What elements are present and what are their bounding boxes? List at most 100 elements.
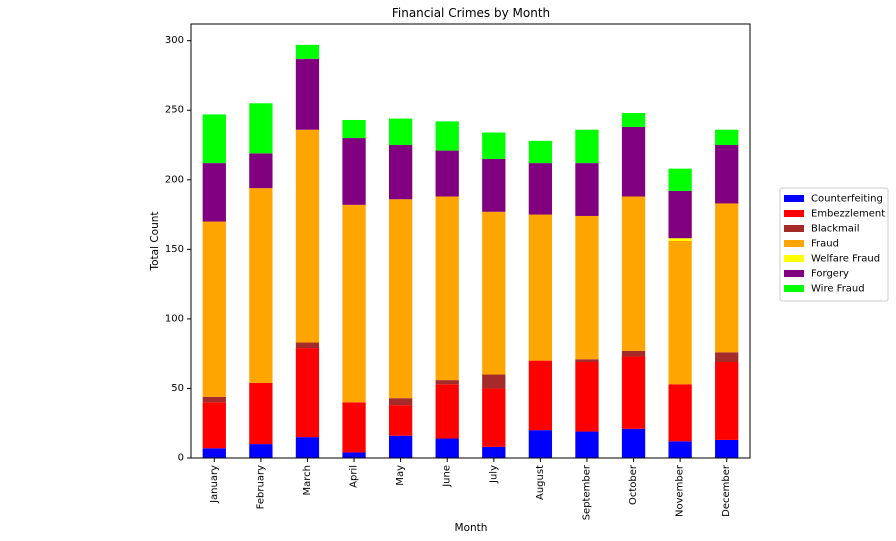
legend-swatch: [784, 255, 804, 262]
y-tick-label: 300: [165, 35, 184, 46]
bar-segment: [621, 126, 646, 197]
legend-label: Forgery: [811, 269, 849, 280]
bar-segment: [435, 384, 459, 439]
bar-segment: [715, 129, 739, 146]
legend-box: [779, 187, 889, 302]
bar-segment: [295, 342, 320, 349]
x-tick-label: August: [535, 465, 546, 500]
x-tick-label: May: [395, 465, 406, 486]
bar-segment: [575, 215, 599, 360]
y-axis-label: Total Count: [149, 211, 161, 271]
bar-segment: [388, 435, 413, 458]
bar-segment: [342, 452, 366, 458]
bar-segment: [388, 118, 413, 146]
bar-segment: [668, 384, 692, 442]
bar-segment: [295, 44, 320, 59]
bar-segment: [715, 145, 739, 204]
bar-segment: [435, 380, 459, 385]
bar-segment: [435, 121, 459, 151]
bar-segment: [528, 140, 553, 164]
bar-segment: [435, 150, 459, 197]
legend-swatch: [784, 195, 804, 202]
x-tick-label: June: [442, 465, 453, 488]
x-tick-label: February: [255, 465, 266, 509]
y-tick-label: 250: [165, 105, 184, 116]
y-tick-label: 200: [165, 174, 184, 185]
legend-label: Embezzlement: [811, 209, 885, 220]
bar-segment: [621, 350, 646, 357]
legend-label: Welfare Fraud: [811, 254, 880, 265]
legend-label: Fraud: [811, 239, 839, 250]
bar-segment: [482, 158, 506, 212]
bar-segment: [249, 382, 273, 445]
x-tick-label: September: [581, 464, 592, 520]
bar-segment: [575, 362, 599, 432]
bar-segment: [295, 129, 320, 343]
bar-segment: [668, 241, 692, 385]
bar-segment: [715, 439, 739, 458]
x-tick-label: January: [209, 465, 220, 504]
bar-segment: [575, 359, 599, 363]
bar-segment: [668, 441, 692, 458]
x-tick-label: March: [302, 465, 313, 495]
legend-swatch: [784, 270, 804, 277]
bar-segment: [249, 188, 273, 383]
legend-swatch: [784, 285, 804, 292]
bar-segment: [342, 119, 366, 139]
bar-segment: [202, 221, 226, 397]
bar-segment: [575, 163, 599, 216]
bar-segment: [482, 374, 506, 389]
bar-segment: [528, 430, 553, 458]
y-axis: 0 50 100 150 200 250 300: [165, 35, 191, 464]
bar-segment: [668, 190, 692, 239]
bar-segment: [668, 238, 692, 241]
bar-segment: [482, 211, 506, 375]
legend-label: Wire Fraud: [811, 284, 865, 295]
bar-segment: [621, 196, 646, 351]
bar-segment: [388, 405, 413, 436]
bar-segment: [202, 402, 226, 449]
y-tick-label: 150: [165, 244, 184, 255]
bar-segment: [388, 199, 413, 399]
x-tick-label: November: [675, 464, 686, 517]
legend-swatch: [784, 240, 804, 247]
bar-segment: [342, 138, 366, 205]
x-tick-label: July: [488, 465, 499, 484]
bar-segment: [575, 129, 599, 164]
bar-segment: [249, 103, 273, 154]
y-tick-label: 0: [178, 453, 184, 464]
bar-segment: [575, 431, 599, 458]
bar-segment: [295, 348, 320, 438]
bar-segment: [202, 163, 226, 222]
bar-segment: [388, 145, 413, 200]
bar-segment: [202, 114, 226, 164]
x-axis: January February March April May June July Augu…: [209, 458, 732, 520]
bar-segment: [668, 168, 692, 191]
bar-segment: [482, 132, 506, 159]
bar-segment: [482, 388, 506, 447]
legend-swatch: [784, 210, 804, 217]
x-tick-label: October: [628, 464, 639, 505]
bar-segment: [435, 196, 459, 381]
x-tick-label: April: [349, 465, 360, 488]
bar-segment: [715, 352, 739, 363]
bar-segment: [295, 58, 320, 130]
y-tick-label: 50: [171, 383, 184, 394]
legend-label: Counterfeiting: [811, 194, 883, 205]
legend-label: Blackmail: [811, 224, 859, 235]
bar-segment: [342, 204, 366, 403]
bars-group: [202, 44, 739, 458]
bar-segment: [202, 396, 226, 403]
legend-swatch: [784, 225, 804, 232]
legend: Counterfeiting Embezzlement Blackmail Fraud…: [779, 187, 889, 302]
x-tick-label: December: [721, 464, 732, 517]
bar-segment: [482, 446, 506, 458]
x-axis-label: Month: [455, 522, 488, 534]
bar-segment: [249, 153, 273, 189]
plot-frame: [190, 23, 751, 459]
bar-segment: [621, 428, 646, 458]
bar-segment: [528, 360, 553, 431]
bar-segment: [621, 356, 646, 429]
